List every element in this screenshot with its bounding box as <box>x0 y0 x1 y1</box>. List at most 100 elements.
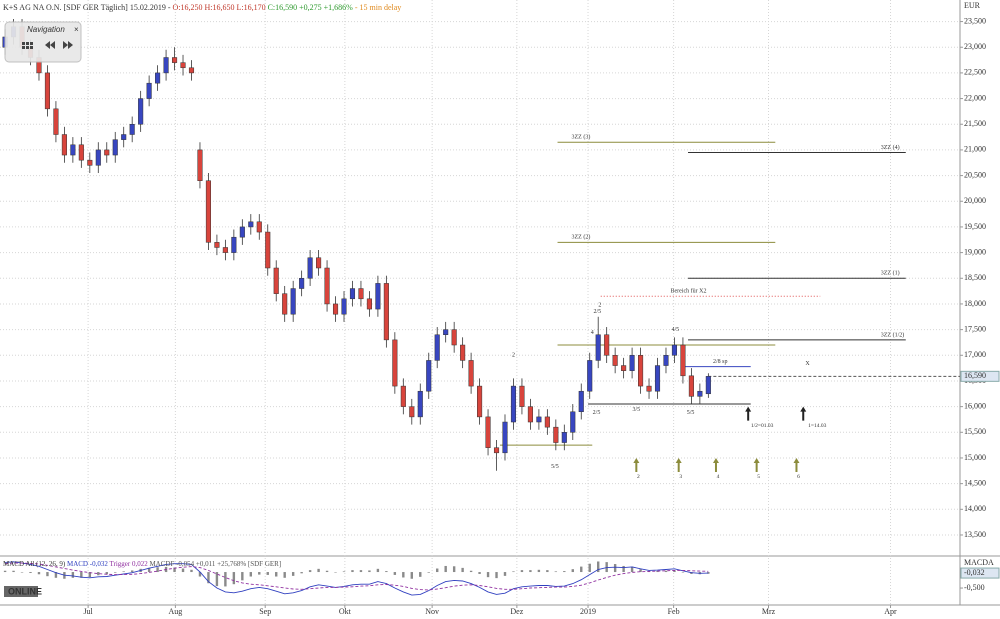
header-title: K+S AG NA O.N. [SDF GER Täglich] 15.02.2… <box>3 3 171 12</box>
level-label: 3ZZ (2) <box>572 234 591 241</box>
wave-label: 5/5 <box>551 464 559 470</box>
macd-histogram-bar <box>147 567 151 573</box>
macd-histogram-bar <box>232 572 236 585</box>
y-tick-label: 21,500 <box>964 119 986 128</box>
navigation-forward[interactable] <box>63 41 73 49</box>
x-tick-label: 2019 <box>580 607 596 616</box>
macd-histogram-bar <box>563 571 566 573</box>
candle-body <box>222 247 228 253</box>
macd-histogram-bar <box>275 572 278 577</box>
navigation-close[interactable]: × <box>74 25 79 34</box>
macd-histogram-bar <box>54 572 58 578</box>
macd-histogram-bar <box>351 570 354 573</box>
level-label: 3ZZ (1) <box>881 270 900 277</box>
wave-label: 4/5 <box>671 327 679 333</box>
candle-body <box>138 98 144 125</box>
macd-histogram-bar <box>452 566 456 573</box>
candle-body <box>104 149 110 156</box>
candle-body <box>121 134 127 140</box>
wave-label: 2 <box>598 302 601 308</box>
last-price-label: 16,590 <box>964 371 986 380</box>
candle-body <box>78 144 84 161</box>
macd-macdf-label: MACDF -0,054 +0,011 +25,768% [SDF GER] <box>149 560 281 568</box>
candle-body <box>409 406 415 418</box>
wave-label: 2/5 <box>593 410 601 416</box>
header-change: C:16,590 +0,275 +1,686% <box>268 3 354 12</box>
candle-body <box>129 123 135 135</box>
candle-body <box>493 447 500 454</box>
y-tick-label: 20,000 <box>964 196 986 205</box>
candle-body <box>553 426 559 443</box>
macd-histogram-bar <box>622 565 625 573</box>
macd-histogram-bar <box>283 572 286 578</box>
macd-histogram-bar <box>249 572 253 577</box>
macd-histogram-bar <box>571 569 574 573</box>
x-tick-label: Dez <box>510 607 523 616</box>
candle-body <box>680 344 686 377</box>
candle-body <box>629 355 635 371</box>
y-tick-label: 22,500 <box>964 68 986 77</box>
macd-histogram-bar <box>300 572 303 574</box>
candle-body <box>146 82 152 99</box>
candle-body <box>510 385 517 423</box>
y-tick-label: 14,500 <box>964 478 986 487</box>
macd-histogram-bar <box>334 572 337 573</box>
macd-histogram-bar <box>673 570 676 573</box>
arrow-label: 4 <box>717 474 720 480</box>
candle-body <box>324 267 330 305</box>
wave-label: 4 <box>591 330 594 336</box>
wave-label: 3/5 <box>632 407 640 413</box>
candle-body <box>595 334 601 361</box>
macd-histogram-bar <box>376 568 380 573</box>
candle-body <box>358 288 364 300</box>
x-tick-label: Apr <box>884 607 897 616</box>
candle-body <box>621 365 627 371</box>
candle-body <box>188 67 195 74</box>
arrow-label: 3 <box>679 474 682 480</box>
macd-histogram-bar <box>181 568 185 573</box>
macd-title: MACD All (12, 26, 9) <box>3 560 66 568</box>
macd-histogram-bar <box>596 561 600 573</box>
currency-label: EUR <box>964 1 981 10</box>
macd-histogram-bar <box>291 572 295 576</box>
candle-body <box>341 298 347 315</box>
last-price-box <box>960 370 1000 382</box>
macd-histogram-bar <box>427 572 430 573</box>
macd-histogram-bar <box>537 569 541 573</box>
candle-body <box>44 72 50 110</box>
navigation-back[interactable] <box>45 41 55 49</box>
x-tick-label: Okt <box>339 607 352 616</box>
y-tick-label: 20,500 <box>964 170 986 179</box>
macd-histogram-bar <box>325 570 329 573</box>
macd-histogram-bar <box>308 570 312 573</box>
candle-body <box>646 385 652 392</box>
x-tick-label: Jul <box>83 607 93 616</box>
candle-body <box>332 303 339 315</box>
candle-body <box>231 236 237 253</box>
y-tick-label: 16,000 <box>964 401 986 410</box>
x-tick-label: Feb <box>668 607 680 616</box>
candle-body <box>426 360 432 392</box>
arrow <box>800 406 807 421</box>
macd-histogram-bar <box>554 571 558 573</box>
y-tick-label: 19,000 <box>964 247 986 256</box>
candle-body <box>671 344 678 356</box>
macd-last-box <box>960 567 1000 579</box>
macd-y-tick-label: -0,500 <box>964 583 985 592</box>
navigation-grid-icon[interactable] <box>22 42 33 49</box>
macd-histogram-bar <box>681 572 685 573</box>
candle-body <box>299 278 305 289</box>
candle-body <box>460 344 466 361</box>
macd-macd-label: MACD -0,032 <box>67 560 108 568</box>
candle-body <box>638 355 644 387</box>
macd-histogram-bar <box>317 568 320 573</box>
macd-histogram-bar <box>97 572 100 576</box>
candle-body <box>366 298 372 310</box>
candle-body <box>654 365 661 392</box>
macd-histogram-bar <box>12 570 15 573</box>
x-tick-label: Nov <box>425 607 439 616</box>
macd-histogram-bar <box>114 572 117 573</box>
navigation-widget[interactable]: Navigation × <box>4 21 82 63</box>
